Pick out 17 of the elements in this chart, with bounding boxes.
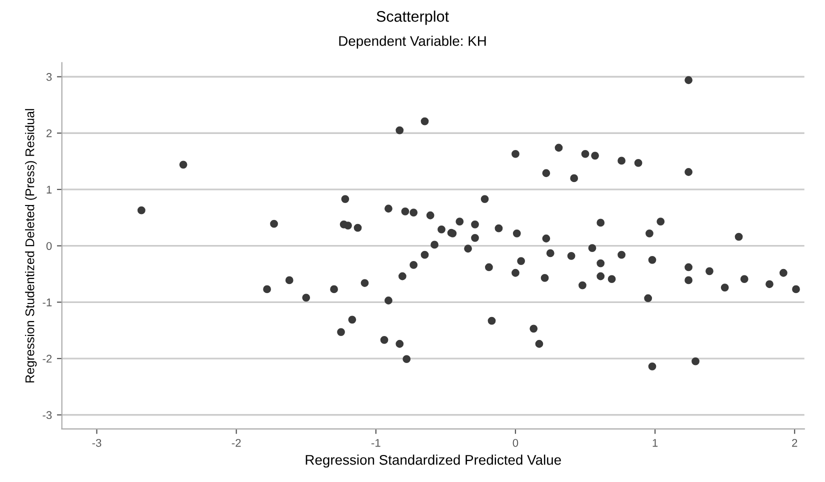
y-tick-label: 0	[46, 242, 52, 250]
x-axis-title: Regression Standardized Predicted Value	[306, 454, 561, 468]
y-tick-label: -2	[42, 354, 52, 363]
y-tick-label: 3	[46, 73, 52, 81]
x-tick-label: -2	[232, 438, 241, 447]
chart-subtitle: Dependent Variable: KH	[339, 36, 486, 49]
y-tick-label: 1	[46, 186, 52, 194]
chart-title: Scatterplot	[376, 10, 449, 25]
x-tick-label: 2	[792, 438, 798, 447]
x-tick-label: -1	[371, 439, 380, 447]
y-tick-label: -3	[42, 411, 52, 420]
y-tick-label: -1	[42, 298, 52, 306]
x-tick-label: -3	[92, 438, 102, 447]
x-tick-label: 0	[512, 438, 518, 447]
y-tick-label: 2	[46, 129, 52, 138]
x-tick-label: 1	[652, 439, 658, 447]
y-axis-title: Regression Studentized Deleted (Press) Residual	[25, 109, 37, 382]
